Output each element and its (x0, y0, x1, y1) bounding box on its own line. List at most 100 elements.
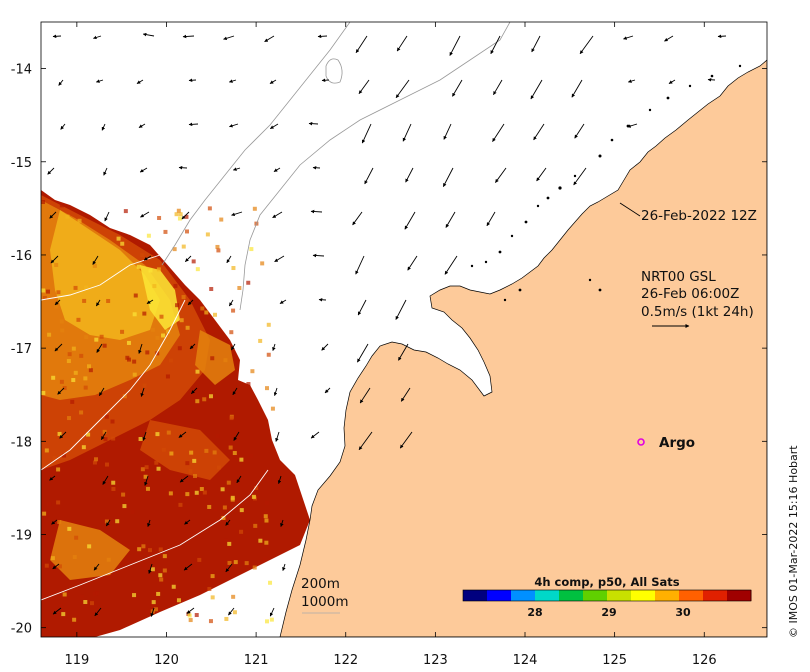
sst-pixel (146, 233, 151, 238)
current-vector (452, 79, 463, 97)
sst-pixel (253, 523, 258, 528)
current-vector (100, 431, 107, 440)
sst-pixel (73, 370, 78, 375)
sst-pixel (111, 436, 116, 441)
sst-pixel (232, 451, 237, 456)
sst-pixel (231, 308, 236, 313)
current-vector (178, 431, 187, 438)
current-vector (183, 563, 193, 571)
sst-pixel (212, 450, 217, 455)
current-vector (280, 519, 284, 528)
contour-200m (239, 22, 511, 311)
sst-pixel (232, 610, 237, 615)
sst-pixel (161, 447, 166, 452)
sst-pixel (264, 518, 269, 523)
sst-pixel (207, 586, 212, 591)
y-tick-label: -16 (11, 249, 32, 264)
current-vector (357, 299, 367, 316)
sst-pixel (66, 359, 71, 364)
sst-pixel (57, 519, 62, 524)
current-vector (279, 299, 287, 304)
sst-pixel (228, 519, 233, 524)
sst-pixel (111, 480, 116, 485)
current-vector (103, 167, 108, 176)
sst-pixel (176, 208, 181, 213)
sst-pixel (56, 290, 61, 295)
x-tick-label: 120 (154, 653, 179, 668)
colorbar-swatch (607, 590, 632, 601)
current-vector (492, 123, 505, 142)
sst-pixel (212, 312, 217, 317)
sst-pixel (246, 382, 251, 387)
sst-pixel (254, 485, 259, 490)
sst-pixel (209, 286, 214, 291)
current-vector (277, 475, 282, 484)
sst-pixel (184, 229, 189, 234)
sst-pixel (216, 465, 221, 470)
current-vector (308, 121, 319, 126)
sst-pixel (159, 314, 164, 319)
current-vector (93, 35, 102, 40)
sst-pixel (222, 505, 227, 510)
sst-pixel (94, 457, 99, 462)
sst-pixel (163, 229, 168, 234)
current-vector (358, 431, 373, 451)
current-vector (396, 35, 408, 52)
sst-pixel (65, 214, 70, 219)
sst-pixel (41, 200, 45, 204)
sst-pixel (67, 526, 72, 531)
current-vector (189, 343, 196, 350)
sst-pixel (156, 267, 161, 272)
current-vector (407, 255, 418, 271)
current-vector (395, 79, 410, 99)
sst-pixel (62, 386, 67, 391)
sst-pixel (177, 216, 182, 221)
colorbar-frame (462, 589, 752, 602)
current-vector (225, 563, 233, 573)
sst-pixel (105, 462, 110, 467)
current-vector (187, 299, 194, 306)
sst-pixel (194, 613, 199, 618)
contour-1000m (161, 22, 351, 266)
sst-pixel (142, 564, 147, 569)
current-vector (269, 607, 275, 617)
sst-pixel (102, 343, 107, 348)
sst-pixel (239, 529, 244, 534)
current-vector (95, 299, 101, 307)
sst-pixel (92, 460, 97, 465)
sst-pixel (136, 264, 141, 269)
sst-pixel (158, 573, 163, 578)
current-vector (150, 607, 155, 617)
sst-pixel (94, 337, 99, 342)
sst-pixel (166, 329, 171, 334)
current-vector (104, 211, 110, 222)
sst-pixel (72, 555, 77, 560)
sst-pixel (181, 295, 186, 300)
sst-pixel (104, 414, 109, 419)
sst-pixel (195, 399, 200, 404)
sst-pixel (204, 448, 209, 453)
current-vector (272, 343, 276, 352)
sst-pixel (60, 328, 65, 333)
current-vector (185, 255, 192, 262)
sst-field (140, 265, 180, 330)
current-vector (400, 387, 411, 402)
current-vector (144, 475, 149, 486)
sst-pixel (132, 359, 137, 364)
current-vector (58, 79, 64, 86)
sst-pixel (231, 594, 236, 599)
current-vector (225, 519, 231, 526)
sst-pixel (204, 310, 209, 315)
y-tick-label: -19 (11, 529, 32, 544)
sst-pixel (268, 580, 273, 585)
current-vector (574, 123, 585, 139)
credit-text: © IMOS 01-Mar-2022 15:16 Hobart (787, 445, 800, 638)
sst-pixel (152, 284, 157, 289)
sst-pixel (188, 618, 193, 623)
sst-pixel (151, 600, 156, 605)
argo-float-marker[interactable] (637, 438, 645, 446)
sst-pixel (95, 591, 100, 596)
island-outline (325, 58, 343, 84)
sst-pixel (126, 340, 131, 345)
sst-pixel (202, 397, 207, 402)
